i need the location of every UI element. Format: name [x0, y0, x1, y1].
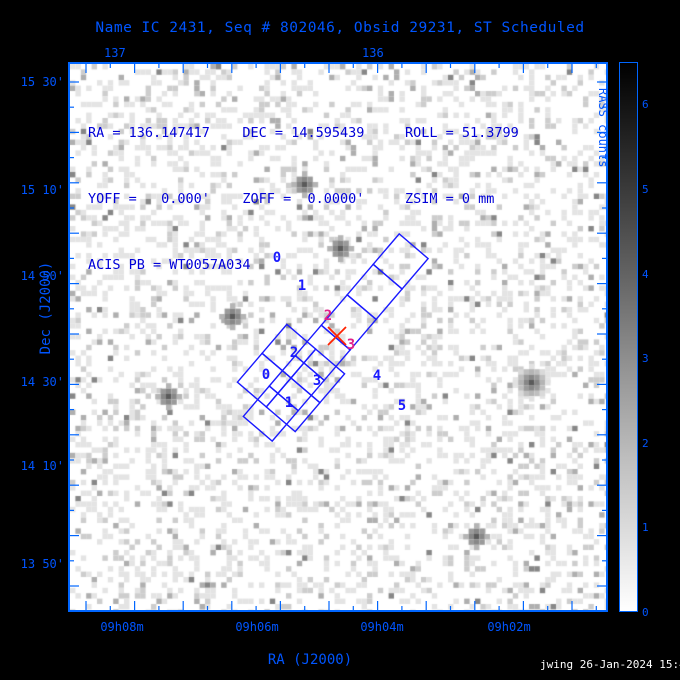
x-tick-0: 09h08m — [100, 620, 144, 634]
acis-i-chip-label-3: 3 — [312, 373, 322, 389]
top-axis-tick-137: 137 — [104, 46, 126, 60]
y-tick-5: 13 50' — [20, 557, 64, 571]
acis-s-chip-label-2: 2 — [323, 308, 333, 324]
page-title: Name IC 2431, Seq # 802046, Obsid 29231,… — [95, 20, 585, 36]
colorbar — [619, 62, 638, 612]
y-tick-2: 14 50' — [20, 269, 64, 283]
acis-s-chip-label-4: 4 — [372, 368, 382, 384]
param-line-3: ACIS PB = WT0057A034 — [88, 257, 251, 273]
x-tick-2: 09h04m — [360, 620, 404, 634]
colorbar-tick-1: 1 — [642, 521, 649, 535]
top-axis-tick-136: 136 — [362, 46, 384, 60]
param-line-1: RA = 136.147417 DEC = 14.595439 ROLL = 5… — [88, 125, 519, 141]
y-tick-1: 15 10' — [20, 183, 64, 197]
colorbar-label: RASS counts — [596, 88, 610, 168]
acis-s-chip-label-0: 0 — [272, 250, 282, 266]
x-tick-1: 09h06m — [235, 620, 279, 634]
colorbar-tick-0: 0 — [642, 606, 649, 619]
acis-i-chip-label-0: 0 — [261, 367, 271, 383]
colorbar-tick-2: 2 — [642, 436, 649, 450]
x-axis-label: RA (J2000) — [267, 652, 353, 668]
acis-i-chip-label-1: 1 — [284, 395, 294, 411]
param-line-2: YOFF = 0.000' ZOFF = 0.0000' ZSIM = 0 mm — [88, 191, 495, 207]
y-tick-4: 14 10' — [20, 459, 64, 473]
colorbar-tick-3: 3 — [642, 352, 649, 366]
sky-image-plot[interactable] — [68, 62, 608, 612]
acis-i-chip-label-2: 2 — [289, 345, 299, 361]
observation-parameters: RA = 136.147417 DEC = 14.595439 ROLL = 5… — [88, 78, 618, 298]
acis-s-chip-label-1: 1 — [297, 278, 307, 294]
timestamp: jwing 26-Jan-2024 15:45 — [540, 658, 680, 671]
y-axis-label: Dec (J2000) — [38, 261, 54, 355]
x-tick-3: 09h02m — [487, 620, 531, 634]
y-tick-0: 15 30' — [20, 75, 64, 89]
colorbar-tick-5: 5 — [642, 182, 649, 196]
y-tick-3: 14 30' — [20, 375, 64, 389]
colorbar-tick-4: 4 — [642, 267, 649, 281]
acis-s-chip-label-5: 5 — [397, 398, 407, 414]
acis-s-chip-label-3: 3 — [346, 337, 356, 353]
colorbar-tick-6: 6 — [642, 98, 649, 112]
